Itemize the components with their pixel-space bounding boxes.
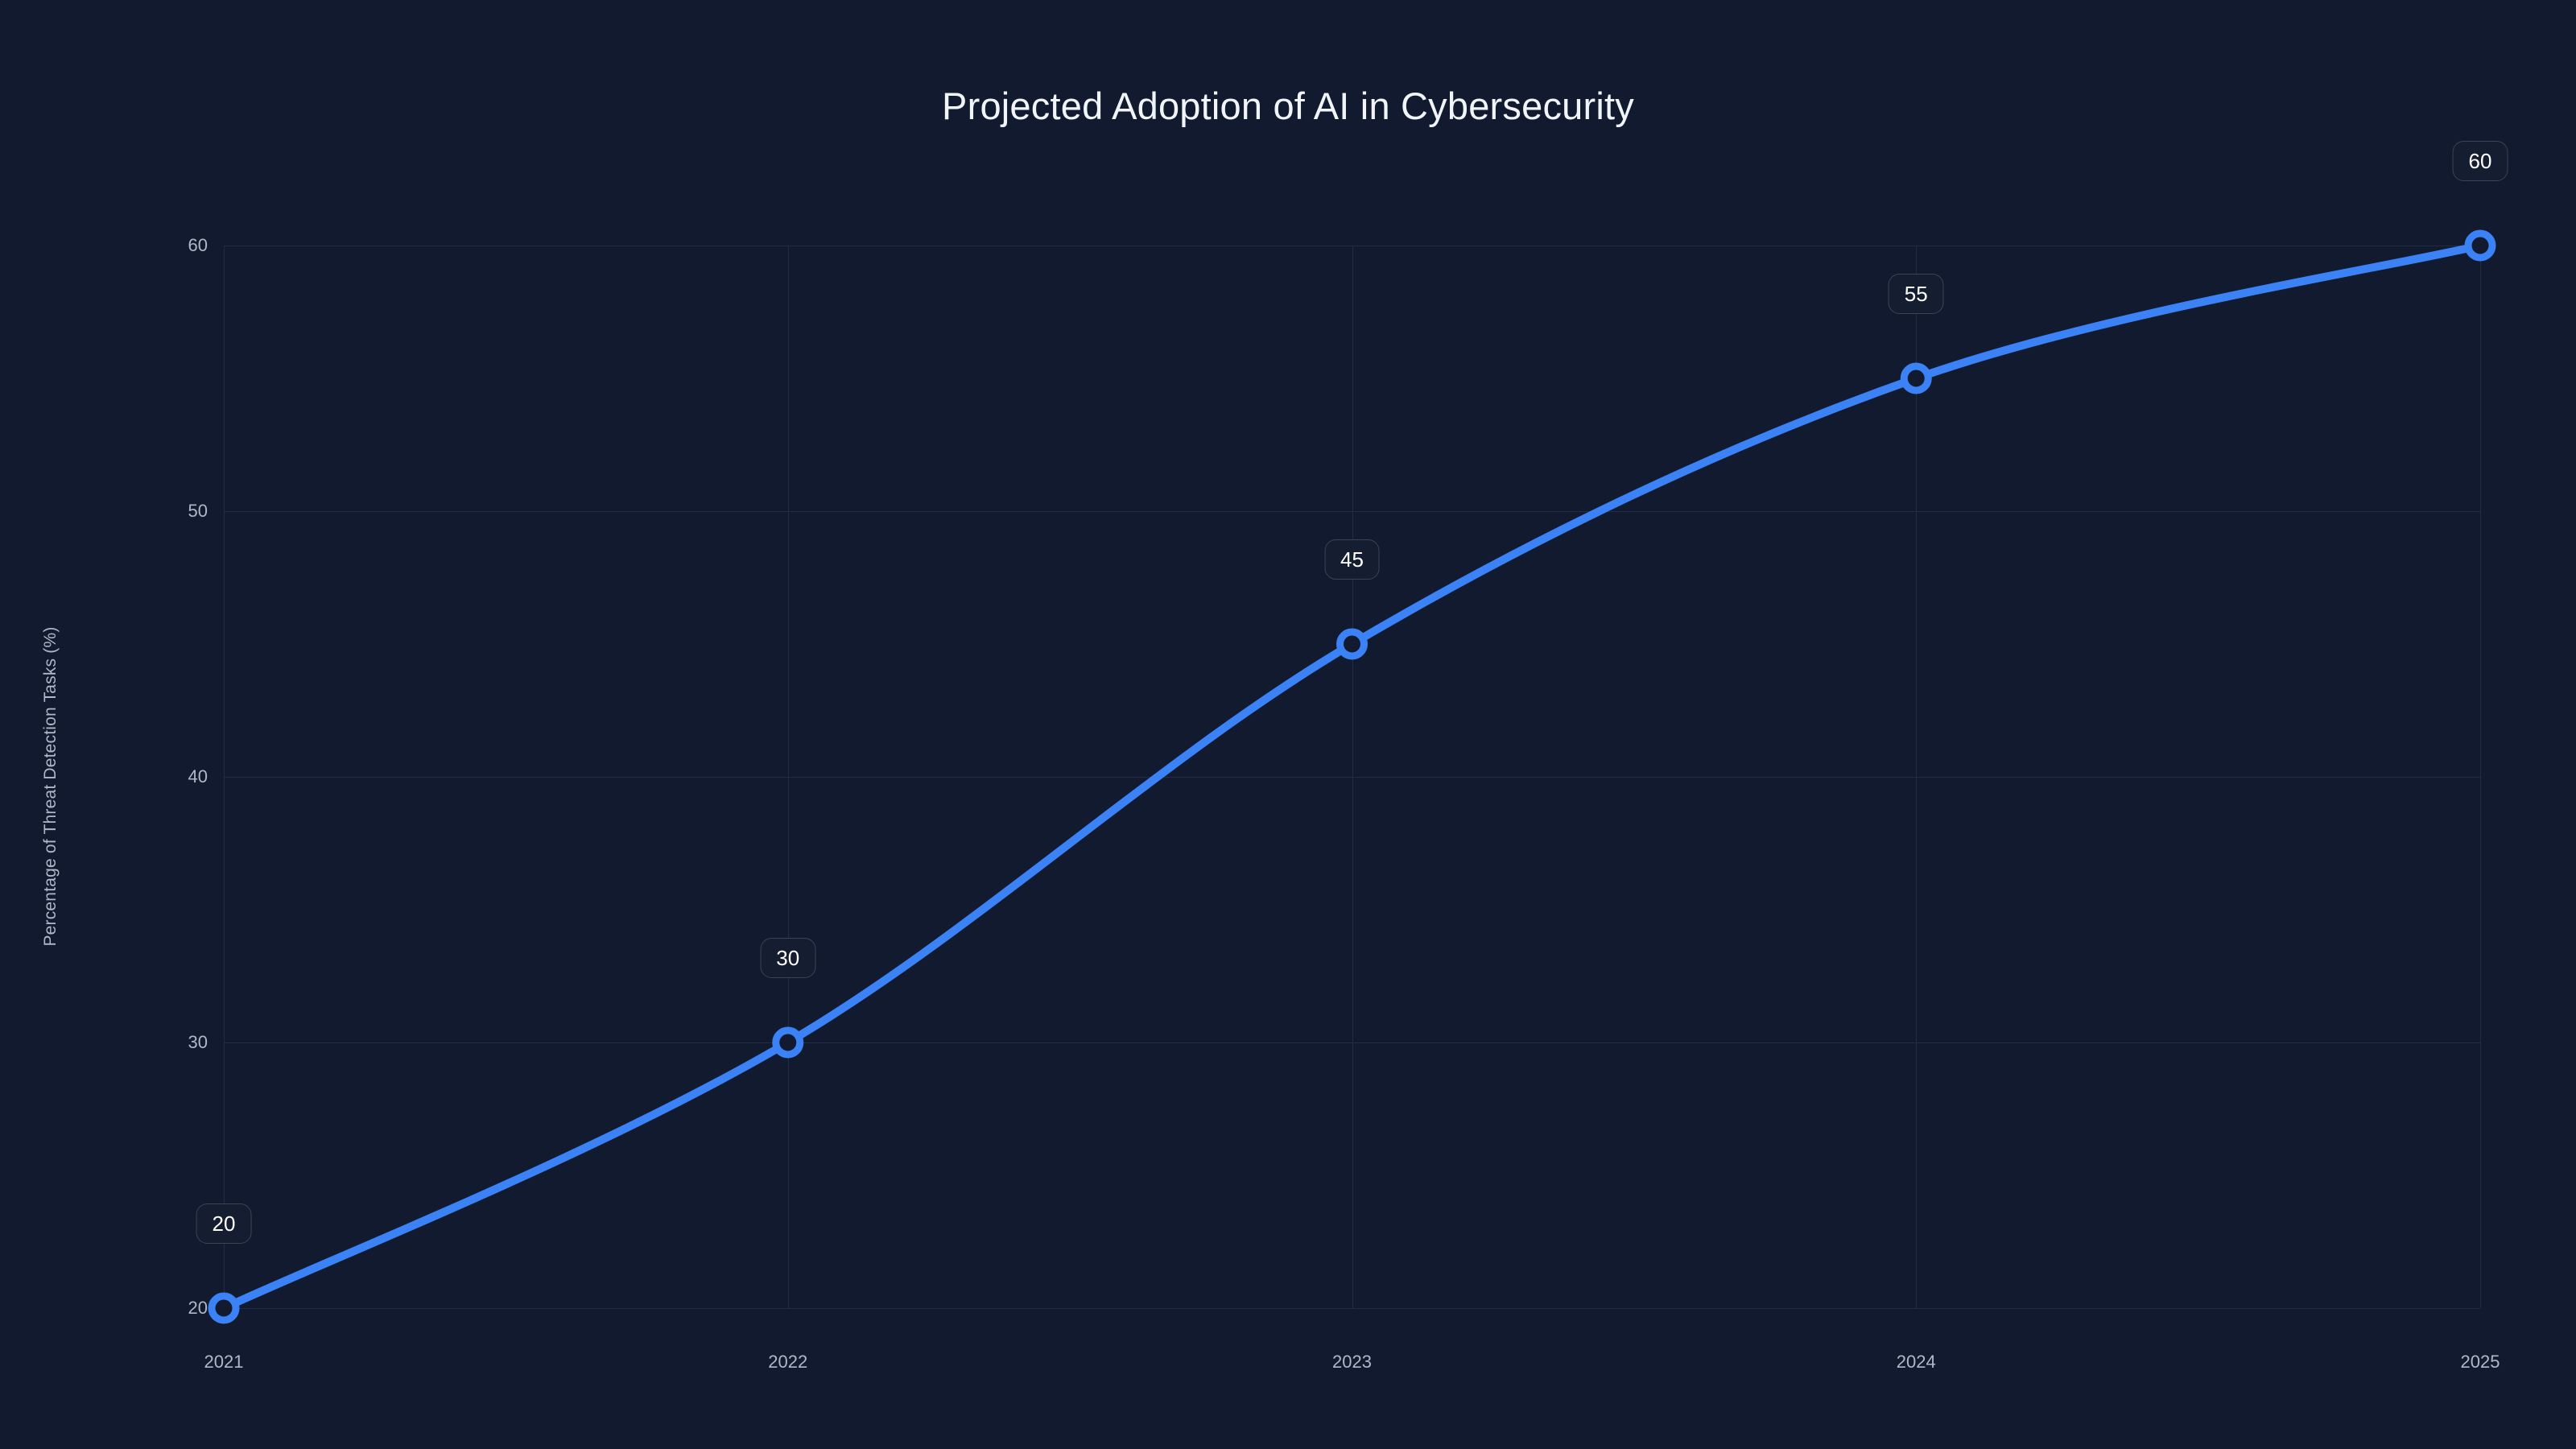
gridline-vertical — [787, 246, 789, 1308]
series-line-path — [220, 242, 2484, 1312]
y-axis-tick-label: 50 — [188, 501, 208, 521]
data-point-value-badge: 60 — [2452, 141, 2508, 181]
data-point-marker[interactable] — [2464, 229, 2496, 262]
data-point-marker[interactable] — [772, 1026, 804, 1059]
y-axis-tick-label: 30 — [188, 1032, 208, 1052]
x-axis-tick-label: 2023 — [1332, 1352, 1372, 1372]
data-point-marker[interactable] — [1900, 362, 1932, 394]
y-axis-tick-label: 60 — [188, 235, 208, 255]
y-axis-title: Percentage of Threat Detection Tasks (%) — [41, 626, 60, 947]
series-markers — [208, 229, 2496, 1324]
plot-area — [208, 229, 2496, 1324]
gridline-vertical — [1352, 246, 1353, 1308]
gridline-vertical — [1916, 246, 1918, 1308]
data-point-value-badge: 55 — [1888, 274, 1944, 314]
page-title: Projected Adoption of AI in Cybersecurit… — [942, 85, 1634, 127]
data-point-value-badge: 30 — [760, 938, 816, 978]
x-axis-tick-label: 2021 — [204, 1352, 244, 1372]
data-point-value-badge: 20 — [196, 1203, 252, 1244]
data-point-value-badge: 45 — [1324, 539, 1380, 580]
x-axis-tick-label: 2025 — [2460, 1352, 2500, 1372]
gridline-vertical — [2480, 246, 2481, 1308]
data-point-marker[interactable] — [1336, 628, 1368, 660]
x-axis-tick-label: 2022 — [768, 1352, 808, 1372]
line-series-svg — [208, 229, 2496, 1324]
y-axis-tick-label: 20 — [188, 1298, 208, 1318]
y-axis-tick-label: 40 — [188, 766, 208, 786]
data-point-marker[interactable] — [208, 1292, 240, 1324]
gridline-horizontal — [224, 1308, 2480, 1309]
x-axis-tick-label: 2024 — [1896, 1352, 1936, 1372]
gridline-vertical — [224, 246, 225, 1308]
